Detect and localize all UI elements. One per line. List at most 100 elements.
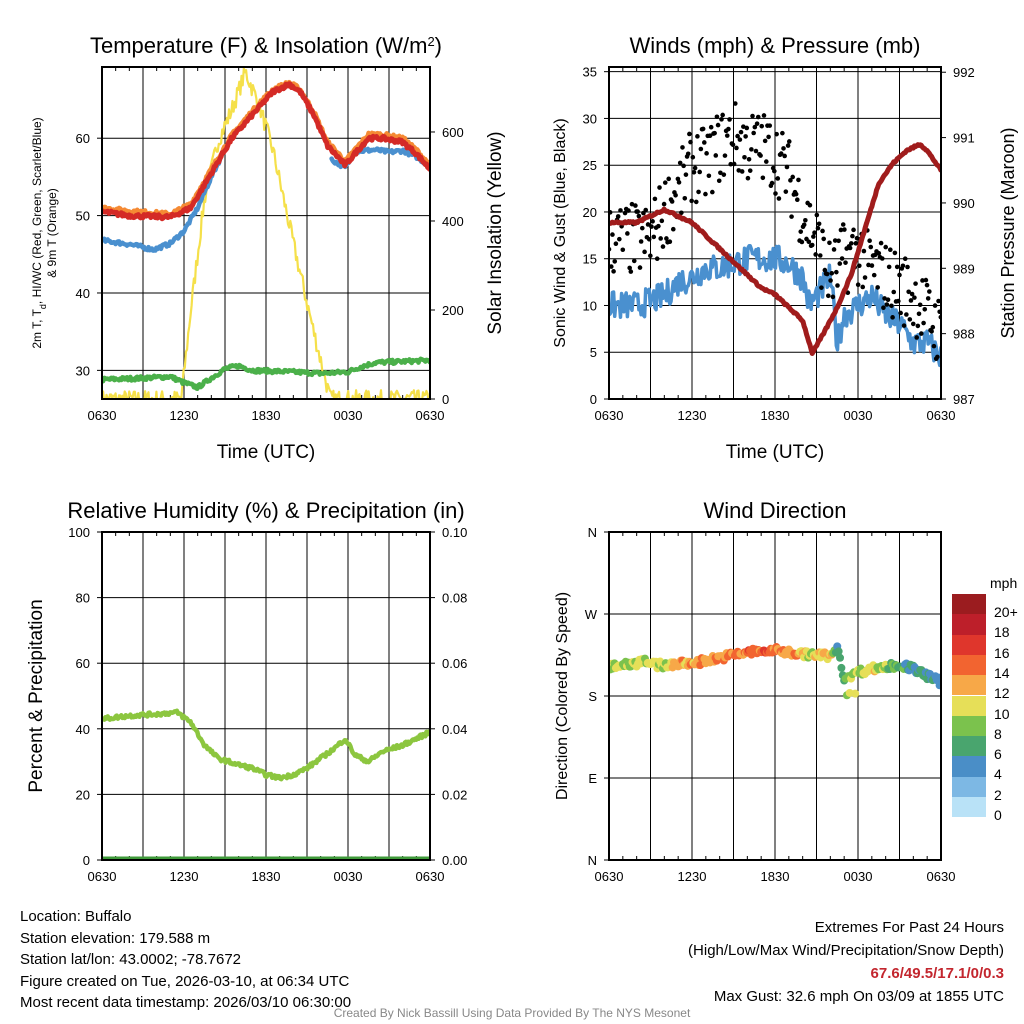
gust-point (783, 189, 789, 194)
gust-point (851, 227, 856, 233)
chart-title-end: ) (435, 33, 442, 58)
gust-point (642, 249, 647, 255)
gust-point (836, 238, 841, 244)
gust-point (774, 131, 779, 137)
gust-point (741, 124, 746, 129)
x-tick-label: 1830 (252, 408, 281, 423)
gust-point (901, 323, 907, 328)
gust-point (670, 226, 676, 232)
gust-point (848, 241, 854, 246)
legend-item: 6 (952, 736, 1024, 762)
gust-point (799, 239, 805, 245)
legend-label: 18 (994, 624, 1010, 641)
gust-point (664, 236, 669, 241)
legend-label: 12 (994, 685, 1010, 702)
gust-point (780, 130, 785, 136)
series-hi-wc (102, 356, 430, 392)
gust-point (879, 256, 885, 261)
gust-point (829, 270, 835, 276)
gust-point (633, 203, 638, 208)
legend-label: 16 (994, 644, 1010, 661)
direction-point (935, 681, 941, 690)
gust-point (713, 153, 719, 158)
gust-point (914, 335, 920, 340)
gust-point (897, 272, 902, 278)
x-tick-label: 1230 (170, 408, 199, 423)
gust-point (886, 264, 892, 270)
y2-tick-label: 987 (953, 392, 975, 407)
gust-point (649, 224, 654, 229)
gust-point (811, 234, 816, 239)
legend-item: 2 (952, 776, 1024, 803)
gust-point (722, 153, 728, 158)
legend-swatch (952, 695, 986, 716)
y2-tick-label: 0.06 (442, 656, 467, 671)
legend-swatch (952, 776, 986, 797)
gust-point (610, 232, 615, 237)
gust-point (727, 117, 732, 122)
gust-point (807, 202, 813, 208)
x-tick-label: 1230 (678, 408, 707, 423)
gust-point (689, 198, 694, 204)
gust-point (930, 324, 936, 330)
gust-point (677, 160, 683, 166)
gust-point (753, 148, 759, 154)
chart-title: Winds (mph) & Pressure (mb) (630, 33, 921, 58)
gust-point (936, 298, 941, 304)
series-sonic-wind (609, 244, 941, 368)
gust-point (651, 234, 657, 240)
gust-point (760, 175, 766, 181)
y2-tick-label: 992 (953, 65, 975, 80)
gust-point (838, 227, 844, 233)
y-tick-label: 20 (76, 787, 90, 802)
gust-point (620, 247, 626, 253)
y-tick-label: 35 (583, 65, 597, 80)
x-tick-label: 0630 (595, 869, 624, 884)
y-axis-label-line2: & 9m T (Orange) (45, 188, 59, 278)
recent-data-text: Most recent data timestamp: 2026/03/10 0… (20, 994, 352, 1011)
gust-point (871, 272, 877, 278)
y2-tick-label: 989 (953, 261, 975, 276)
chart-panel-0: Temperature (F) & Insolation (W/m2) 0630 1… (30, 33, 506, 463)
y2-tick-label: 400 (442, 214, 464, 229)
gust-point (750, 113, 755, 119)
x-tick-label: 1230 (678, 869, 707, 884)
gust-point (728, 161, 734, 167)
gust-point (749, 147, 754, 152)
y-tick-label: N (588, 853, 597, 868)
latlon-text: Station lat/lon: 43.0002; -78.7672 (20, 951, 242, 968)
chart-panel-2: Relative Humidity (%) & Precipitation (i… (26, 498, 467, 884)
y2-tick-label: 0.04 (442, 722, 467, 737)
y-tick-label: 0 (590, 392, 597, 407)
gust-point (790, 174, 796, 180)
gust-point (759, 123, 765, 129)
gust-point (850, 233, 855, 239)
y-tick-label: E (588, 771, 597, 786)
y2-tick-label: 600 (442, 125, 464, 140)
legend-label: 4 (994, 766, 1002, 783)
gust-point (821, 236, 827, 242)
gust-point (613, 241, 619, 247)
gust-point (868, 244, 874, 250)
data-layer (609, 101, 941, 368)
gust-point (782, 153, 787, 159)
y2-axis-label: Solar Insolation (Yellow) (485, 131, 506, 334)
y2-tick-label: 0.02 (442, 787, 467, 802)
legend-swatch (952, 797, 986, 818)
legend-swatch (952, 594, 986, 615)
gust-point (660, 244, 666, 249)
gust-point (692, 165, 698, 171)
y-tick-label: 0 (83, 853, 90, 868)
gust-point (921, 320, 926, 326)
gust-point (866, 262, 871, 268)
gust-point (691, 169, 697, 175)
gust-point (794, 197, 800, 203)
gust-point (813, 252, 818, 257)
gust-point (861, 248, 867, 254)
gust-point (907, 317, 913, 322)
gust-point (622, 210, 628, 216)
created-text: Figure created on Tue, 2026-03-10, at 06… (20, 972, 350, 990)
gust-point (730, 142, 736, 148)
